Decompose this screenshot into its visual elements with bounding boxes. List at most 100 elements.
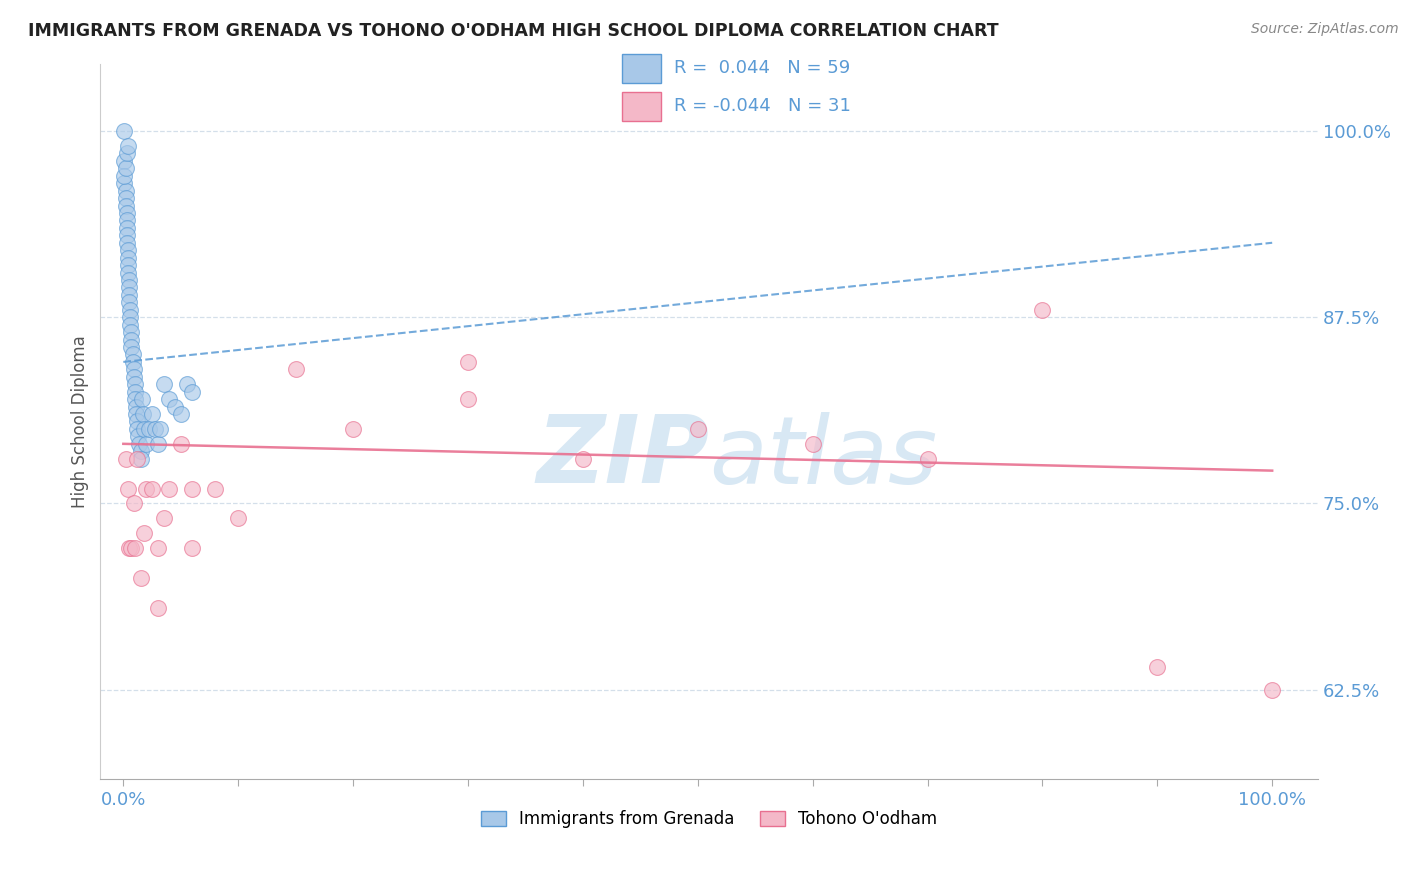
Point [118, 295, 141, 310]
Point [117, 258, 139, 272]
Y-axis label: High School Diploma: High School Diploma [72, 335, 89, 508]
Point [141, 482, 163, 496]
Point [125, 400, 148, 414]
Text: R =  0.044   N = 59: R = 0.044 N = 59 [675, 60, 851, 78]
Point [120, 302, 142, 317]
Point [801, 437, 824, 451]
Point [132, 422, 155, 436]
Point [117, 482, 139, 496]
Point [124, 541, 146, 555]
Point [115, 206, 138, 220]
Point [127, 415, 149, 429]
Point [120, 333, 142, 347]
Point [114, 124, 136, 138]
Point [149, 422, 172, 436]
Point [170, 437, 193, 451]
Point [157, 482, 180, 496]
Point [129, 444, 152, 458]
Point [284, 362, 307, 376]
Point [181, 541, 204, 555]
Point [117, 251, 139, 265]
Point [114, 153, 136, 168]
FancyBboxPatch shape [621, 54, 661, 83]
Point [114, 198, 136, 212]
Point [115, 235, 138, 250]
Point [121, 347, 143, 361]
Point [114, 191, 136, 205]
Point [114, 169, 136, 183]
Point [686, 422, 709, 436]
Text: IMMIGRANTS FROM GRENADA VS TOHONO O'ODHAM HIGH SCHOOL DIPLOMA CORRELATION CHART: IMMIGRANTS FROM GRENADA VS TOHONO O'ODHA… [28, 22, 998, 40]
Point [163, 400, 186, 414]
Point [117, 244, 139, 258]
Point [125, 407, 148, 421]
Point [127, 422, 149, 436]
Point [128, 437, 150, 451]
Point [124, 392, 146, 406]
Point [457, 355, 479, 369]
Point [132, 407, 155, 421]
Point [131, 392, 153, 406]
Point [135, 482, 157, 496]
Point [120, 541, 142, 555]
Point [145, 422, 167, 436]
Point [157, 392, 180, 406]
Point [146, 437, 169, 451]
Point [122, 369, 145, 384]
Point [146, 600, 169, 615]
Point [572, 451, 595, 466]
Point [114, 176, 136, 190]
Text: R = -0.044   N = 31: R = -0.044 N = 31 [675, 97, 851, 115]
Point [917, 451, 939, 466]
Point [124, 384, 146, 399]
Point [170, 407, 193, 421]
Point [114, 161, 136, 176]
Point [120, 318, 142, 332]
FancyBboxPatch shape [621, 92, 661, 120]
Point [127, 429, 149, 443]
Point [138, 422, 160, 436]
Point [120, 310, 142, 325]
Point [135, 437, 157, 451]
Text: ZIP: ZIP [536, 411, 709, 503]
Point [1146, 660, 1168, 674]
Point [226, 511, 249, 525]
Point [114, 184, 136, 198]
Point [181, 384, 204, 399]
Point [118, 288, 141, 302]
Point [132, 526, 155, 541]
Point [152, 511, 174, 525]
Point [122, 362, 145, 376]
Point [342, 422, 364, 436]
Point [115, 213, 138, 227]
Point [127, 451, 149, 466]
Point [1031, 302, 1053, 317]
Text: Source: ZipAtlas.com: Source: ZipAtlas.com [1251, 22, 1399, 37]
Point [118, 541, 141, 555]
Point [457, 392, 479, 406]
Point [204, 482, 226, 496]
Point [115, 220, 138, 235]
Point [1261, 682, 1284, 697]
Point [120, 340, 142, 354]
Point [117, 139, 139, 153]
Point [146, 541, 169, 555]
Point [122, 496, 145, 510]
Point [120, 325, 142, 339]
Point [115, 146, 138, 161]
Point [118, 280, 141, 294]
Point [181, 482, 204, 496]
Point [124, 377, 146, 392]
Point [129, 571, 152, 585]
Point [114, 451, 136, 466]
Point [117, 266, 139, 280]
Point [152, 377, 174, 392]
Legend: Immigrants from Grenada, Tohono O'odham: Immigrants from Grenada, Tohono O'odham [474, 804, 943, 835]
Point [121, 355, 143, 369]
Point [115, 228, 138, 243]
Text: atlas: atlas [709, 412, 938, 503]
Point [129, 451, 152, 466]
Point [176, 377, 198, 392]
Point [118, 273, 141, 287]
Point [141, 407, 163, 421]
